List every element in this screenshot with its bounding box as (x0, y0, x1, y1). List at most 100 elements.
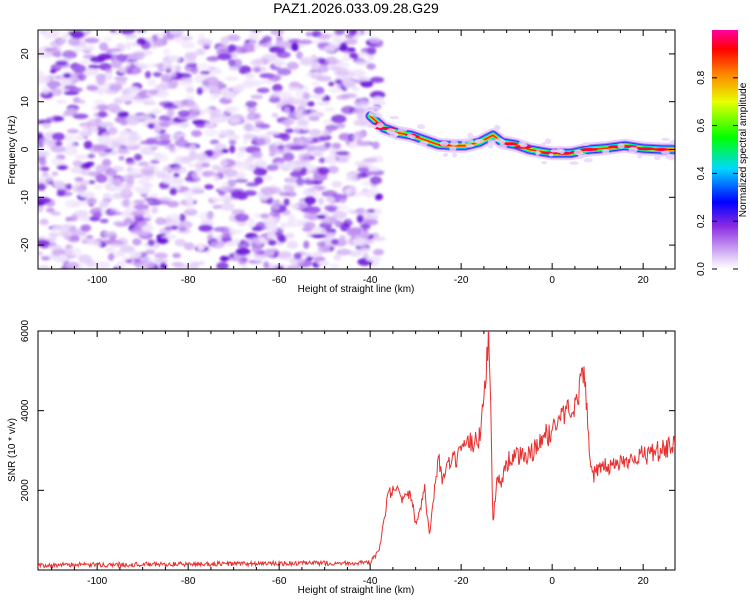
spectrogram-noise-blob (181, 100, 189, 105)
spectrogram-noise-blob (131, 51, 146, 60)
spectrogram-noise-blob (96, 76, 106, 86)
spectrogram-noise-blob (268, 97, 281, 103)
spectrogram-noise-blob (219, 255, 230, 262)
spectrogram-noise-blob (135, 30, 147, 33)
spectrogram-noise-blob (160, 73, 171, 82)
spectrogram-noise-blob (92, 144, 109, 151)
spectrogram-noise-blob (300, 166, 308, 176)
spectrogram-noise-blob (278, 251, 292, 259)
spectrogram-noise-blob (247, 221, 256, 229)
spectrogram-noise-blob (334, 30, 345, 36)
spectrogram-noise-blob (184, 51, 197, 61)
spectrogram-noise-blob (267, 239, 277, 246)
spectrogram-noise-blob (107, 175, 114, 184)
spectrogram-ridge-halo (464, 139, 474, 143)
spectrogram-noise-blob (331, 37, 341, 43)
spectrogram-noise-blob (71, 229, 87, 237)
spectrogram-noise-blob (250, 59, 261, 66)
spectrogram-noise-blob (242, 138, 249, 144)
spectrogram-noise-blob (140, 261, 155, 269)
spectrogram-noise-blob (324, 44, 336, 53)
spectrogram-noise-blob (336, 248, 352, 256)
spectrogram-noise-blob (53, 179, 65, 188)
spectrogram-noise-blob (211, 164, 221, 171)
spectrogram-noise-blob (319, 261, 330, 267)
spectrogram-noise-blob (331, 180, 343, 188)
spectrogram-noise-blob (183, 242, 195, 251)
spectrogram-noise-blob (57, 165, 67, 170)
spectrogram-noise-blob (339, 42, 348, 52)
spectrogram-ridge-halo (582, 142, 590, 146)
spectrogram-noise-blob (92, 211, 103, 218)
spectrogram-noise-blob (50, 235, 57, 245)
spectrogram-noise-blob (224, 169, 238, 177)
spectrogram-noise-blob (296, 51, 303, 60)
colorbar-ticks: 0.0 0.2 0.4 0.6 0.8 (696, 70, 738, 276)
spectrogram-noise-blob (283, 198, 290, 206)
spectrogram-ridge-halo (541, 142, 547, 147)
spectrogram-noise-blob (161, 138, 172, 145)
spectrogram-noise (38, 30, 387, 269)
spectrogram-noise-blob (172, 252, 181, 259)
spectrogram-noise-blob (371, 141, 380, 150)
spectrogram-noise-blob (55, 99, 67, 105)
spectrogram-noise-blob (92, 241, 102, 247)
spectrogram-noise-blob (72, 185, 86, 194)
spectrogram-noise-blob (191, 109, 201, 117)
spectrogram-peak (653, 148, 670, 151)
spectrogram-noise-blob (153, 152, 163, 160)
spectrogram-noise-blob (325, 197, 336, 203)
spectrogram-ridge-halo (487, 142, 494, 149)
spectrogram-noise-blob (288, 214, 296, 223)
spectrogram-noise-blob (346, 230, 361, 236)
spectrogram-noise-blob (274, 58, 283, 68)
spectrogram-noise-blob (104, 168, 118, 177)
spectrogram-noise-blob (142, 101, 157, 106)
spectrogram-noise-blob (369, 76, 385, 83)
spectrogram-noise-blob (144, 70, 152, 79)
spectrogram-noise-blob (85, 235, 94, 240)
spectrogram-noise-blob (357, 172, 368, 179)
spectrogram-noise-blob (338, 234, 347, 243)
spectrogram-noise-blob (266, 164, 279, 171)
spectrogram-noise-blob (140, 146, 155, 156)
spectrogram-noise-blob (179, 213, 186, 222)
spectrogram-noise-blob (114, 116, 124, 124)
spectrogram-noise-blob (122, 87, 133, 94)
spectrogram-noise-blob (46, 207, 55, 213)
spectrogram-noise-blob (123, 140, 136, 147)
spectrogram-noise-blob (162, 175, 178, 185)
spectrogram-noise-blob (51, 249, 62, 257)
spectrogram-noise-blob (38, 150, 51, 157)
spectrogram-noise-blob (334, 220, 343, 228)
spectrogram-noise-blob (205, 85, 219, 90)
snr-ytick-label: 2000 (20, 479, 31, 502)
spectrogram-noise-blob (189, 151, 197, 159)
spectrogram-noise-blob (307, 187, 318, 192)
snr-ytick-label: 4000 (20, 399, 31, 422)
spectrogram-noise-blob (181, 41, 195, 49)
spectrogram-noise-blob (133, 186, 141, 191)
spectrogram-noise-blob (95, 104, 110, 111)
spectrogram-noise-blob (280, 119, 295, 126)
spectrogram-noise-blob (289, 171, 304, 178)
spectrogram-noise-blob (198, 212, 213, 221)
spectrogram-noise-blob (256, 136, 271, 146)
spectrogram-noise-blob (202, 170, 216, 177)
spectrogram-ridge-halo (368, 110, 376, 117)
spectrogram-noise-blob (305, 31, 312, 37)
spectrogram-noise-blob (155, 217, 167, 226)
spectrogram-noise-blob (117, 67, 129, 74)
spectrogram-noise-blob (272, 90, 285, 96)
spectrogram-noise-blob (64, 108, 78, 117)
spectrogram-noise-blob (342, 79, 357, 88)
spectrogram-noise-blob (102, 158, 112, 167)
spectrogram-ridge-halo (497, 144, 507, 150)
spectrogram-noise-blob (178, 80, 193, 87)
spectrogram-noise-blob (311, 251, 323, 259)
spectrogram-noise-blob (253, 212, 263, 219)
spectrogram-noise-blob (235, 151, 245, 158)
spectrogram-noise-blob (235, 248, 251, 256)
spectrogram-noise-blob (255, 123, 271, 129)
